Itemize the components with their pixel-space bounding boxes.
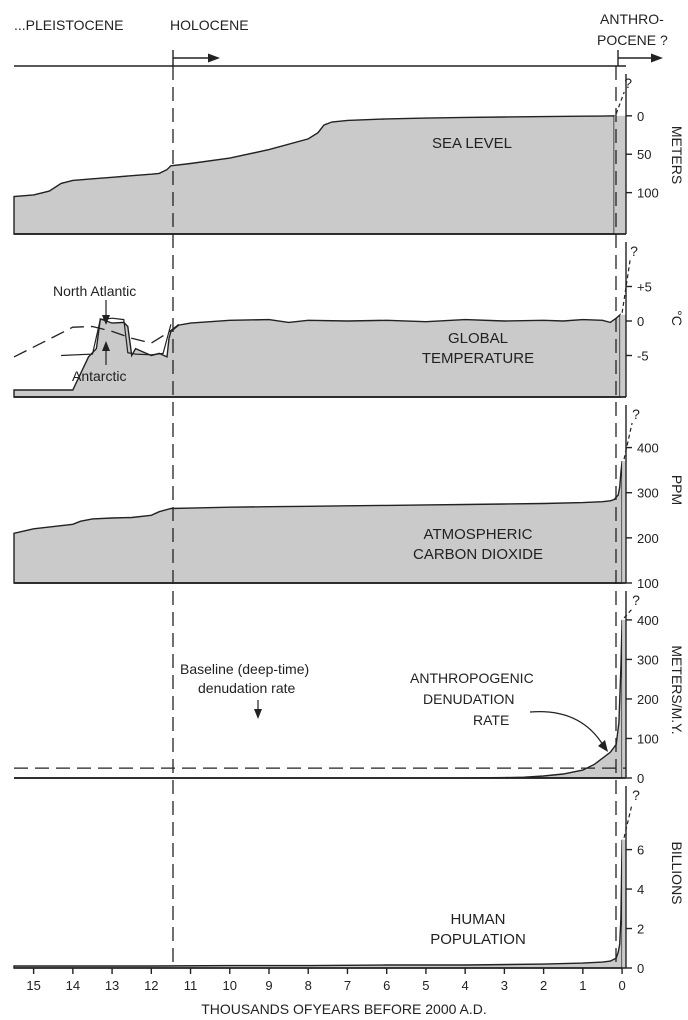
- x-tick-label: 12: [144, 978, 158, 993]
- y-tick-label: 300: [637, 486, 659, 501]
- question-mark: ?: [630, 243, 638, 259]
- anthropocene-label-line2: POCENE ?: [597, 32, 668, 48]
- antarctic-pointer: [102, 341, 110, 365]
- projection-dash: [623, 422, 633, 460]
- y-unit-label: METERS/M.Y.: [669, 645, 685, 734]
- y-tick-label: 6: [637, 843, 644, 858]
- x-tick-label: 11: [184, 978, 198, 993]
- projection-dash: [623, 608, 633, 619]
- projection-dash: [621, 259, 631, 313]
- anthropogenic-annotation-line1: ANTHROPOGENIC: [410, 670, 534, 686]
- panel-title: SEA LEVEL: [432, 135, 512, 152]
- series-area-edge: [614, 115, 626, 234]
- series-area-edge: [620, 314, 626, 397]
- y-tick-label: 200: [637, 531, 659, 546]
- y-unit-label: BILLIONS: [669, 841, 685, 904]
- y-tick-label: 0: [637, 314, 644, 329]
- projection-dash: [623, 803, 633, 838]
- y-tick-label: 400: [637, 613, 659, 628]
- series-area: [13, 839, 623, 969]
- series-area-edge: [622, 839, 626, 968]
- x-tick-label: 14: [66, 978, 80, 993]
- x-tick-label: 3: [501, 978, 508, 993]
- series-area-edge: [622, 461, 626, 583]
- series-area: [13, 461, 623, 584]
- panel-2: ? +5 0 -5 °C GLOBAL TEMPERATURE: [13, 233, 685, 398]
- y-tick-label: 0: [637, 961, 644, 976]
- question-mark: ?: [624, 75, 632, 91]
- x-tick-label: 1: [579, 978, 586, 993]
- question-mark: ?: [632, 592, 640, 608]
- antarctic-dashed-curve: [13, 323, 180, 358]
- projection-dash: [615, 91, 625, 115]
- x-tick-label: 5: [422, 978, 429, 993]
- y-tick-label: 50: [637, 147, 651, 162]
- y-tick-label: 400: [637, 441, 659, 456]
- x-tick-label: 7: [344, 978, 351, 993]
- x-tick-label: 6: [383, 978, 390, 993]
- north-atlantic-annotation: North Atlantic: [53, 283, 136, 299]
- panel-4: ? 400 300 200 100 0 METERS/M.Y.: [14, 582, 685, 786]
- x-tick-label: 10: [223, 978, 237, 993]
- baseline-pointer: [254, 700, 262, 719]
- x-tick-label: 15: [26, 978, 40, 993]
- anthropocene-label-line1: ANTHRO-: [600, 11, 664, 27]
- anthropocene-arrow: [617, 50, 663, 66]
- x-axis-title: THOUSANDS OFYEARS BEFORE 2000 A.D.: [201, 1001, 487, 1017]
- anthropogenic-annotation-line3: RATE: [473, 712, 509, 728]
- panel-title: CARBON DIOXIDE: [413, 546, 543, 563]
- y-unit-label: PPM: [669, 475, 685, 505]
- panel-3: ? 400 300 200 100 PPM ATMOSPHERIC CARBON DIOXID…: [13, 396, 685, 591]
- question-mark: ?: [632, 406, 640, 422]
- y-tick-label: -5: [637, 349, 649, 364]
- holocene-label: HOLOCENE: [170, 17, 249, 33]
- pleistocene-label: ...PLEISTOCENE: [14, 17, 123, 33]
- baseline-annotation-line2: denudation rate: [198, 680, 296, 696]
- series-area-edge: [622, 619, 626, 778]
- y-tick-label: 100: [637, 731, 659, 746]
- y-tick-label: 200: [637, 692, 659, 707]
- anthropogenic-annotation-line2: DENUDATION: [423, 691, 515, 707]
- question-mark: ?: [632, 787, 640, 803]
- panel-5: ? 6 4 2 0 BILLIONS HUMAN POPULATION: [13, 777, 685, 976]
- y-tick-label: 100: [637, 576, 659, 591]
- y-tick-label: 300: [637, 652, 659, 667]
- y-tick-label: 100: [637, 186, 659, 201]
- panel-title: POPULATION: [430, 931, 526, 948]
- x-tick-label: 0: [618, 978, 625, 993]
- holocene-arrow: [172, 50, 220, 66]
- panel-title: HUMAN: [451, 911, 506, 928]
- x-tick-label: 4: [462, 978, 469, 993]
- y-unit-label: METERS: [669, 126, 685, 184]
- panel-title: GLOBAL: [448, 330, 508, 347]
- series-area: [14, 619, 623, 779]
- series-area: [13, 115, 615, 235]
- x-axis: 15 14 13 12 11 10 9 8 7 6 5 4 3 2 1 0: [14, 967, 626, 993]
- y-tick-label: 0: [637, 771, 644, 786]
- panel-title: TEMPERATURE: [422, 350, 534, 367]
- x-tick-label: 8: [305, 978, 312, 993]
- panel-title: ATMOSPHERIC: [424, 526, 533, 543]
- antarctic-annotation: Antarctic: [72, 368, 126, 384]
- y-tick-label: 0: [637, 109, 644, 124]
- baseline-annotation-line1: Baseline (deep-time): [180, 661, 309, 677]
- anthropogenic-pointer: [529, 711, 608, 752]
- y-tick-label: 2: [637, 922, 644, 937]
- x-tick-label: 9: [265, 978, 272, 993]
- y-tick-label: +5: [637, 280, 652, 295]
- panel-1: ? 0 50 100 METERS SEA LEVEL: [13, 65, 685, 235]
- y-tick-label: 4: [637, 882, 644, 897]
- x-tick-label: 2: [540, 978, 547, 993]
- x-tick-label: 13: [105, 978, 119, 993]
- north-atlantic-curve: [61, 317, 172, 357]
- north-atlantic-pointer: [102, 300, 110, 325]
- y-unit-label: °C: [669, 310, 685, 326]
